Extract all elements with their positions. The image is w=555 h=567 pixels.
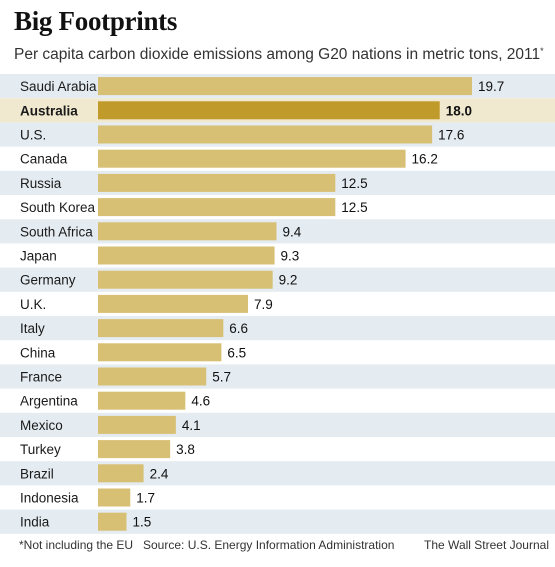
category-label: South Korea bbox=[20, 200, 96, 215]
source-note: Source: U.S. Energy Information Administ… bbox=[143, 538, 395, 552]
bar bbox=[98, 222, 277, 241]
value-label: 7.9 bbox=[254, 297, 273, 312]
value-label: 1.7 bbox=[136, 491, 155, 506]
bar bbox=[98, 149, 406, 168]
row-band bbox=[0, 267, 555, 292]
value-label: 9.4 bbox=[282, 224, 301, 239]
bar bbox=[98, 246, 275, 265]
category-label: Germany bbox=[20, 273, 76, 288]
value-label: 12.5 bbox=[341, 176, 367, 191]
value-label: 9.3 bbox=[281, 249, 300, 264]
chart-title: Big Footprints bbox=[14, 6, 178, 36]
bar bbox=[98, 125, 433, 144]
bar bbox=[98, 173, 336, 192]
category-label: Turkey bbox=[20, 442, 61, 457]
value-label: 3.8 bbox=[176, 442, 195, 457]
category-label: Saudi Arabia bbox=[20, 79, 97, 94]
footnote: *Not including the EU bbox=[19, 538, 134, 552]
value-label: 6.5 bbox=[227, 345, 246, 360]
row-band bbox=[0, 219, 555, 244]
bar bbox=[98, 367, 207, 386]
category-label: Russia bbox=[20, 176, 62, 191]
value-label: 1.5 bbox=[132, 515, 151, 530]
category-label: South Africa bbox=[20, 224, 93, 239]
category-label: Brazil bbox=[20, 466, 54, 481]
row-band bbox=[0, 316, 555, 341]
category-label: Indonesia bbox=[20, 491, 79, 506]
bar bbox=[98, 270, 273, 289]
bar bbox=[98, 198, 336, 217]
credit: The Wall Street Journal bbox=[424, 538, 549, 552]
bar bbox=[98, 440, 171, 459]
row-band bbox=[0, 509, 555, 534]
value-label: 6.6 bbox=[229, 321, 248, 336]
category-label: Argentina bbox=[20, 394, 78, 409]
category-label: Mexico bbox=[20, 418, 63, 433]
subtitle-footnote-marker: * bbox=[540, 46, 544, 56]
value-label: 17.6 bbox=[438, 128, 464, 143]
value-label: 12.5 bbox=[341, 200, 367, 215]
category-label: France bbox=[20, 370, 62, 385]
row-band bbox=[0, 412, 555, 437]
bar bbox=[98, 294, 248, 313]
category-label: Italy bbox=[20, 321, 45, 336]
category-label: Japan bbox=[20, 249, 57, 264]
category-label: Australia bbox=[20, 103, 78, 118]
value-label: 16.2 bbox=[412, 152, 438, 167]
value-label: 4.1 bbox=[182, 418, 201, 433]
category-label: U.S. bbox=[20, 128, 46, 143]
category-label: China bbox=[20, 345, 56, 360]
value-label: 2.4 bbox=[150, 466, 169, 481]
bar bbox=[98, 464, 144, 483]
bar bbox=[98, 415, 176, 434]
chart-subtitle: Per capita carbon dioxide emissions amon… bbox=[14, 46, 544, 64]
row-band bbox=[0, 461, 555, 486]
subtitle-text: Per capita carbon dioxide emissions amon… bbox=[14, 46, 541, 63]
value-label: 4.6 bbox=[191, 394, 210, 409]
bar bbox=[98, 488, 131, 507]
row-band bbox=[0, 364, 555, 389]
bar bbox=[98, 391, 186, 410]
value-label: 19.7 bbox=[478, 79, 504, 94]
bar bbox=[98, 343, 222, 362]
bar bbox=[98, 101, 440, 120]
value-label: 9.2 bbox=[279, 273, 298, 288]
value-label: 5.7 bbox=[212, 370, 231, 385]
bar bbox=[98, 77, 472, 96]
value-label: 18.0 bbox=[446, 103, 472, 118]
category-label: Canada bbox=[20, 152, 68, 167]
bar bbox=[98, 319, 224, 338]
category-label: India bbox=[20, 515, 50, 530]
bar bbox=[98, 512, 127, 531]
category-label: U.K. bbox=[20, 297, 46, 312]
